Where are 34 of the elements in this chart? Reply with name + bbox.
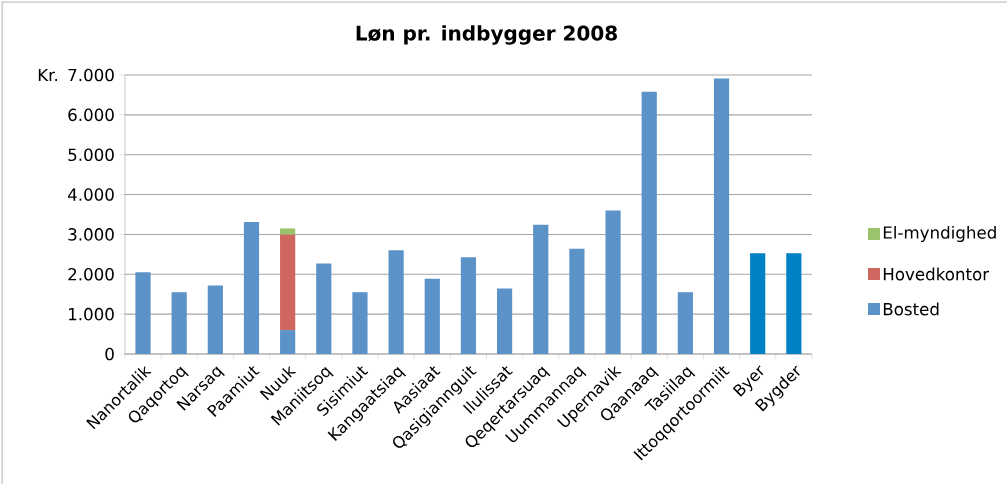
bar (171, 292, 187, 354)
bar (280, 330, 296, 354)
bar (677, 292, 693, 354)
bar (713, 78, 730, 354)
legend-label: El-myndighed (883, 225, 996, 243)
y-tick-label: 6.000 (68, 108, 114, 122)
legend-label: Hovedkontor (883, 267, 990, 281)
bar (207, 285, 223, 354)
bar (243, 222, 260, 354)
bar (460, 257, 477, 354)
legend-label: Bosted (883, 302, 939, 316)
chart-title: Løn pr. indbygger 2008 (356, 25, 617, 45)
y-tick-label: 7.000 (68, 68, 114, 82)
bar (280, 234, 296, 331)
bar (135, 272, 151, 354)
bar (388, 250, 404, 354)
bar (352, 292, 368, 354)
y-tick-label: 3.000 (68, 228, 114, 241)
y-tick-label: 4.000 (67, 188, 114, 201)
bar (786, 253, 802, 354)
y-axis-title: Kr. (38, 68, 57, 82)
bar (316, 263, 332, 354)
bar (750, 253, 766, 354)
bar (424, 278, 440, 354)
bar (641, 91, 657, 354)
bar (496, 288, 513, 354)
bar (605, 210, 621, 354)
y-tick-label: 5.000 (68, 148, 114, 162)
y-tick-label: 1.000 (69, 307, 114, 321)
bar (569, 248, 585, 354)
y-tick-label: 0 (105, 347, 114, 361)
bar (533, 224, 549, 354)
y-tick-label: 2.000 (68, 267, 114, 281)
bar (280, 228, 296, 235)
